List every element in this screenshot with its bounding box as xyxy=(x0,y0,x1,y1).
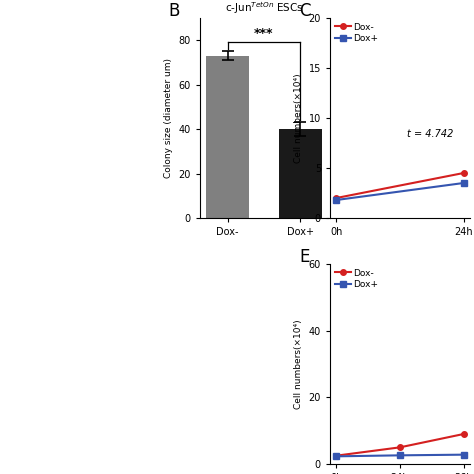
Y-axis label: Colony size (diameter um): Colony size (diameter um) xyxy=(164,58,173,178)
Dox- xyxy=(334,453,339,458)
Line: Dox-: Dox- xyxy=(334,431,466,458)
Dox+ xyxy=(397,453,403,458)
Legend: Dox-, Dox+: Dox-, Dox+ xyxy=(335,22,378,43)
Bar xyxy=(279,129,322,218)
Text: t = 4.742: t = 4.742 xyxy=(407,129,453,139)
Text: C: C xyxy=(299,2,310,20)
Legend: Dox-, Dox+: Dox-, Dox+ xyxy=(335,268,378,289)
Title: c-Jun$^{TetOn}$ ESCs: c-Jun$^{TetOn}$ ESCs xyxy=(225,0,303,17)
Dox- xyxy=(397,445,403,450)
Y-axis label: Cell numbers(×10⁴): Cell numbers(×10⁴) xyxy=(294,319,303,409)
Bar xyxy=(206,56,249,218)
Dox+ xyxy=(461,452,466,457)
Line: Dox+: Dox+ xyxy=(334,452,466,459)
Y-axis label: Cell numbers(×10⁴): Cell numbers(×10⁴) xyxy=(294,73,303,163)
Dox- xyxy=(461,431,466,437)
Dox+ xyxy=(334,454,339,459)
Text: B: B xyxy=(168,2,179,20)
Text: ***: *** xyxy=(254,27,274,40)
Text: E: E xyxy=(299,248,310,266)
